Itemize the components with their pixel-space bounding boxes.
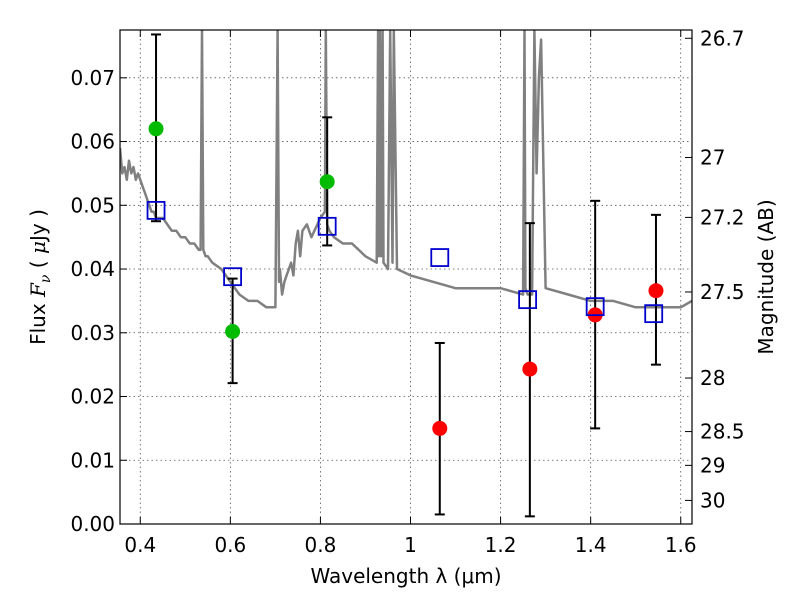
y-tick-label: 0.04 (70, 257, 115, 281)
y-tick-label: 0.07 (70, 66, 115, 90)
model-photometry-point (518, 290, 538, 310)
model-photometry-point (430, 248, 450, 267)
model-photometry-point (223, 267, 242, 287)
y-tick-label: 0.00 (70, 512, 115, 536)
x-tick-label: 1.6 (665, 533, 697, 557)
axis-ticks: 0.4 0.6 0.8 1 1.2 1.4 1.6 0.00 0.01 0.02 0.03 0.04 0… (70, 26, 744, 557)
grid (120, 30, 692, 525)
y-tick-label: 0.06 (70, 130, 115, 154)
detection-point (225, 323, 241, 339)
x-tick-label: 0.4 (124, 533, 156, 557)
model-photometry-point (146, 200, 166, 220)
y-tick-label: 0.05 (70, 193, 115, 217)
nondetection-point (432, 420, 448, 436)
y-tick-label: 0.01 (70, 448, 115, 472)
model-photometry-point (585, 297, 605, 317)
magnitude-tick-label: 28.5 (700, 420, 745, 444)
plot-frame (119, 29, 693, 525)
right-axis-label: Magnitude (AB) (754, 199, 778, 354)
x-tick-label: 1.4 (575, 533, 607, 557)
model-sed-line (120, 30, 692, 309)
nondetection-point (522, 361, 538, 377)
x-tick-label: 0.8 (305, 533, 337, 557)
plot-area (120, 30, 692, 518)
detection-point (319, 174, 335, 190)
magnitude-tick-label: 26.7 (700, 26, 745, 50)
nondetection-point (648, 283, 664, 299)
x-tick-label: 1.2 (485, 533, 517, 557)
y-axis-label: Flux Fν ( μJy ) (26, 209, 54, 345)
x-tick-label: 0.6 (214, 533, 246, 557)
y-tick-label: 0.02 (70, 385, 115, 409)
magnitude-tick-label: 28 (700, 366, 725, 390)
magnitude-tick-label: 29 (700, 453, 725, 477)
magnitude-tick-label: 30 (700, 488, 725, 512)
detection-point (148, 121, 164, 137)
x-tick-label: 1 (404, 533, 417, 557)
magnitude-tick-label: 27.5 (700, 280, 745, 304)
magnitude-tick-label: 27.2 (700, 205, 745, 229)
y-tick-label: 0.03 (70, 321, 115, 345)
model-photometry-point (317, 216, 337, 236)
magnitude-tick-label: 27 (700, 145, 725, 169)
x-axis-label: Wavelength λ (μm) (310, 564, 501, 588)
model-photometry-point (644, 304, 664, 324)
